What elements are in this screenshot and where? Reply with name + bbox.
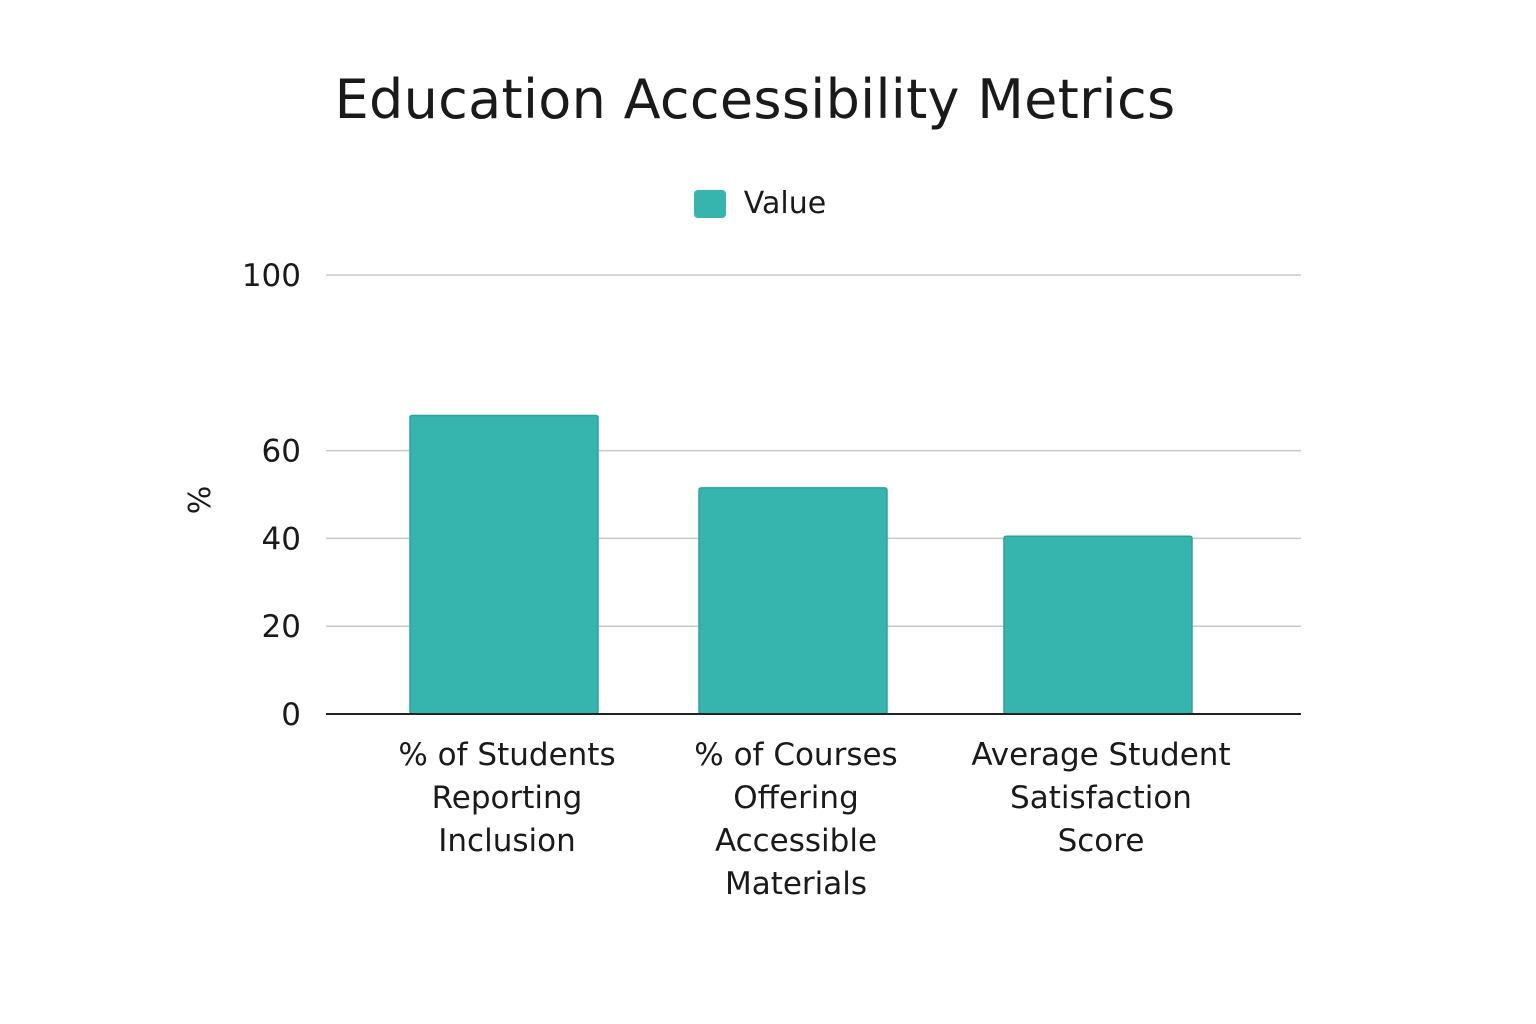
x-tick-label: Average Student Satisfaction Score xyxy=(971,737,1231,859)
legend-swatch xyxy=(693,189,726,218)
bar xyxy=(1003,535,1193,715)
y-tick-label: 100 xyxy=(242,258,301,294)
bar xyxy=(409,414,599,715)
y-tick-label: 0 xyxy=(281,697,301,733)
x-tick-label: % of Courses Offering Accessible Materia… xyxy=(694,737,898,902)
x-tick-label: % of Students Reporting Inclusion xyxy=(398,737,616,859)
y-tick-label: 40 xyxy=(262,521,301,557)
y-tick-label: 60 xyxy=(262,434,301,470)
y-tick-label: 20 xyxy=(262,609,301,645)
chart-title: Education Accessibility Metrics xyxy=(334,68,1176,131)
bar xyxy=(698,487,888,715)
legend-label: Value xyxy=(743,186,827,221)
legend: Value xyxy=(0,186,1520,221)
